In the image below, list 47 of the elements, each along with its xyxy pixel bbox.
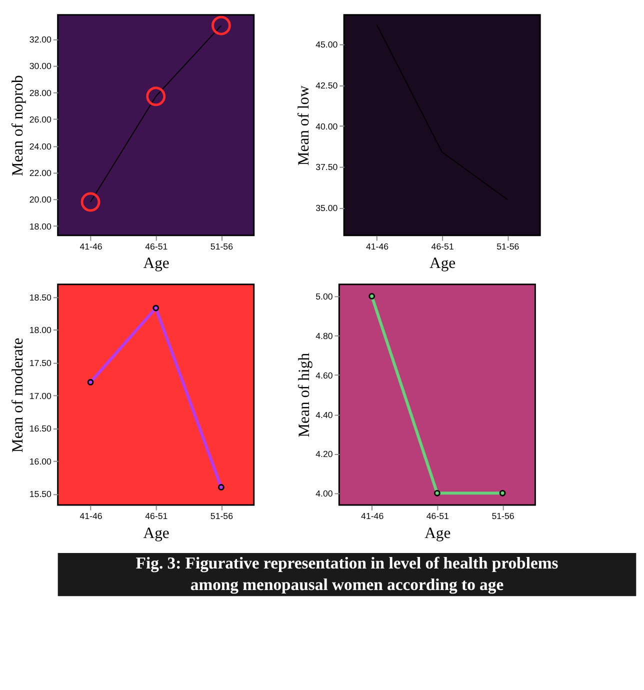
y-tick-label: 5.00	[316, 292, 333, 302]
y-tick-label: 15.50	[29, 489, 52, 500]
y-tick-label: 4.20	[316, 449, 333, 460]
x-tick-label: 46-51	[431, 242, 454, 252]
y-tick-label: 28.00	[29, 88, 52, 98]
x-tick-label: 51-56	[496, 242, 520, 252]
y-tick-label: 17.00	[29, 390, 52, 401]
y-tick-label: 4.60	[316, 370, 333, 380]
caption: Fig. 3: Figurative representation in level of health problems among menopausal women according to age	[136, 554, 559, 594]
y-tick-label: 37.50	[316, 162, 338, 172]
y-tick-label: 40.00	[316, 121, 338, 132]
x-tick-label: 41-46	[361, 511, 384, 522]
x-axis-title: Age	[143, 255, 170, 272]
y-axis-title: Mean of moderate	[10, 338, 27, 453]
y-tick-label: 18.00	[29, 221, 52, 232]
x-tick-label: 51-56	[210, 511, 234, 522]
y-tick-label: 22.00	[29, 168, 52, 178]
y-axis-title: Mean of high	[296, 352, 313, 438]
y-tick-label: 4.80	[316, 331, 333, 342]
y-tick-label: 4.40	[316, 410, 333, 420]
x-tick-label: 46-51	[145, 242, 168, 252]
y-tick-label: 26.00	[29, 114, 52, 125]
x-tick-label: 51-56	[210, 242, 234, 252]
y-tick-label: 30.00	[29, 61, 52, 72]
y-tick-label: 16.50	[29, 424, 52, 434]
y-tick-label: 18.50	[29, 292, 52, 302]
y-tick-label: 20.00	[29, 194, 52, 205]
x-tick-label: 51-56	[492, 511, 514, 522]
x-axis-title: Age	[143, 524, 170, 542]
x-axis-title: Age	[424, 524, 451, 542]
y-tick-label: 35.00	[316, 203, 338, 214]
x-tick-label: 41-46	[366, 242, 389, 252]
y-tick-label: 4.00	[316, 488, 333, 499]
x-tick-label: 41-46	[80, 511, 102, 522]
y-axis-title: Mean of noprob	[10, 74, 27, 176]
y-tick-label: 18.00	[29, 325, 52, 336]
y-tick-label: 32.00	[29, 34, 52, 44]
x-tick-label: 41-46	[80, 242, 102, 252]
y-tick-label: 24.00	[29, 141, 52, 152]
x-tick-label: 46-51	[426, 511, 450, 522]
y-tick-label: 45.00	[316, 40, 338, 50]
y-tick-label: 17.50	[29, 358, 52, 368]
x-axis-title: Age	[430, 255, 456, 272]
y-axis-title: Mean of low	[296, 84, 313, 166]
x-tick-label: 46-51	[145, 511, 168, 522]
y-tick-label: 16.00	[29, 456, 52, 466]
y-tick-label: 42.50	[316, 80, 338, 91]
